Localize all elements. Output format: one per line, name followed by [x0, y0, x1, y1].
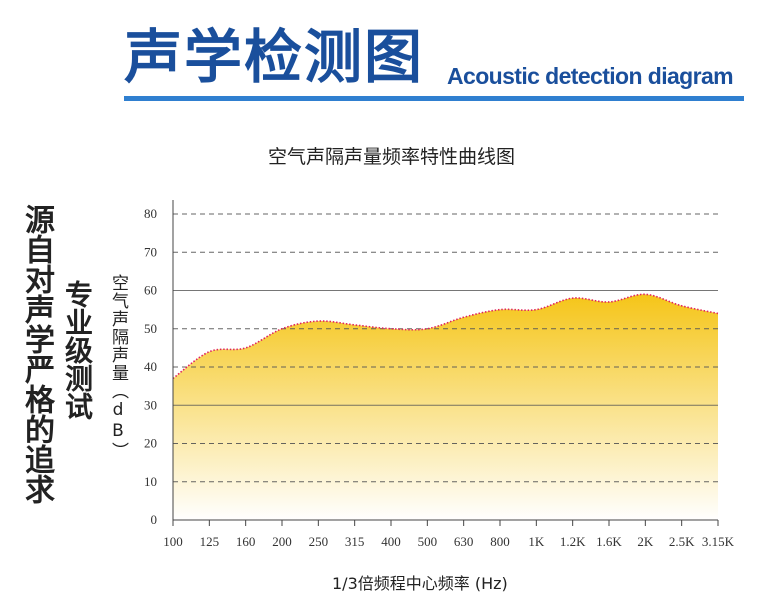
chart-title: 空气声隔声量频率特性曲线图	[268, 146, 516, 168]
y-tick-label: 50	[144, 321, 157, 336]
x-tick-label: 1.6K	[596, 534, 622, 549]
page-subtitle: Acoustic detection diagram	[447, 63, 734, 89]
area-fill	[173, 294, 718, 520]
x-tick-label: 3.15K	[702, 534, 735, 549]
x-tick-label: 315	[345, 534, 365, 549]
page-title: 声学检测图	[124, 23, 425, 91]
x-tick-label: 200	[272, 534, 292, 549]
professional-test-column: 专业级测试	[61, 280, 94, 420]
y-tick-label: 0	[151, 512, 158, 527]
y-tick-label: 30	[144, 397, 157, 412]
header-divider	[124, 96, 744, 101]
x-axis-label: 1/3倍频程中心频率 (Hz)	[332, 574, 508, 593]
x-tick-label: 2.5K	[669, 534, 695, 549]
y-tick-label: 10	[144, 474, 157, 489]
slogan-column: 源自对声学严格的追求	[19, 204, 54, 504]
x-tick-label: 500	[418, 534, 438, 549]
x-tick-label: 100	[163, 534, 183, 549]
x-tick-label: 250	[309, 534, 329, 549]
y-axis-label: 空气声隔声量（dB）	[108, 274, 128, 460]
x-tick-label: 1K	[528, 534, 545, 549]
y-tick-label: 20	[144, 436, 157, 451]
x-tick-label: 125	[200, 534, 220, 549]
x-tick-label: 800	[490, 534, 510, 549]
x-tick-label: 630	[454, 534, 474, 549]
series-line	[172, 293, 719, 380]
x-tick-label: 160	[236, 534, 256, 549]
y-tick-label: 60	[144, 283, 157, 298]
x-tick-label: 400	[381, 534, 401, 549]
x-tick-label: 2K	[637, 534, 654, 549]
x-tick-label: 1.2K	[560, 534, 586, 549]
y-tick-label: 40	[144, 359, 157, 374]
y-tick-label: 80	[144, 206, 157, 221]
y-tick-label: 70	[144, 244, 157, 259]
